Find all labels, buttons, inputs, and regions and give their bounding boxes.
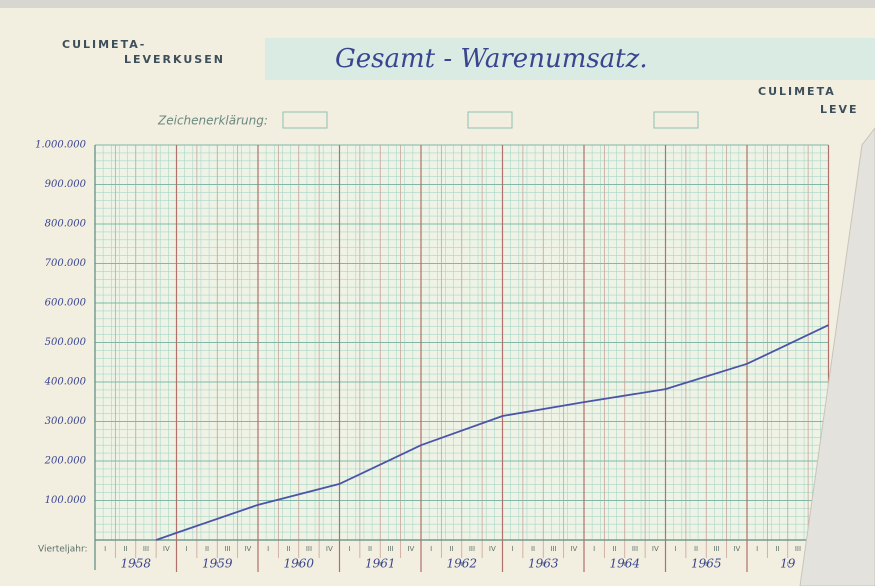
plot: 100.000 200.000 300.000 400.000 500.000 600.0… <box>35 140 828 573</box>
quarter-label: III <box>713 545 719 553</box>
quarter-label: I <box>593 545 595 553</box>
y-tick-label: 600.000 <box>45 298 87 309</box>
quarter-label: II <box>775 545 779 553</box>
quarter-label: I <box>349 545 351 553</box>
x-tick-label: 1961 <box>365 557 396 571</box>
chart-title: Gesamt - Warenumsatz. <box>335 44 648 74</box>
quarter-label: IV <box>163 545 170 553</box>
quarter-label: IV <box>733 545 740 553</box>
quarter-label: III <box>550 545 556 553</box>
y-tick-label: 500.000 <box>45 337 87 348</box>
quarter-label: II <box>123 545 127 553</box>
y-tick-label: 400.000 <box>44 377 87 388</box>
quarter-label: IV <box>244 545 251 553</box>
quarter-label: IV <box>489 545 496 553</box>
x-tick-label: 1965 <box>691 557 722 571</box>
page: CULIMETA- LEVERKUSEN Gesamt - Warenumsat… <box>0 0 875 586</box>
y-tick-label: 900.000 <box>45 179 87 190</box>
x-tick-label: 1963 <box>528 557 559 571</box>
chart: CULIMETA- LEVERKUSEN Gesamt - Warenumsat… <box>0 0 875 586</box>
quarter-label: IV <box>570 545 577 553</box>
quarter-label: III <box>143 545 149 553</box>
quarter-label: II <box>286 545 290 553</box>
company: CULIMETA- <box>62 38 146 51</box>
y-tick-label: 700.000 <box>45 258 87 269</box>
quarter-label: III <box>306 545 312 553</box>
x-tick-label: 1960 <box>283 557 314 571</box>
quarter-label: IV <box>407 545 414 553</box>
y-tick-label: 800.000 <box>45 219 87 230</box>
quarter-label: IV <box>652 545 659 553</box>
x-tick-label: 1962 <box>446 557 477 571</box>
quarter-label: III <box>795 545 801 553</box>
y-tick-label: 1.000.000 <box>35 140 87 151</box>
city-right: LEVE <box>820 103 859 116</box>
quarter-label: I <box>675 545 677 553</box>
company-right: CULIMETA <box>758 85 836 98</box>
legend-label: Zeichenerklärung: <box>157 114 268 128</box>
x-tick-label: 19 <box>780 557 796 571</box>
quarter-label: III <box>632 545 638 553</box>
quarter-label: IV <box>326 545 333 553</box>
y-tick-label: 200.000 <box>44 456 87 467</box>
quarter-label: I <box>756 545 758 553</box>
quarter-label: III <box>387 545 393 553</box>
quarter-label: I <box>267 545 269 553</box>
x-tick-label: 1958 <box>120 557 151 571</box>
x-tick-label: 1964 <box>609 557 640 571</box>
y-tick-label: 300.000 <box>45 416 87 427</box>
quarter-label: II <box>531 545 535 553</box>
quarter-label: II <box>449 545 453 553</box>
x-tick-label: 1959 <box>202 557 233 571</box>
quarter-label: I <box>430 545 432 553</box>
quarter-label: II <box>368 545 372 553</box>
quarter-label: III <box>224 545 230 553</box>
quarter-axis-label: Vierteljahr: <box>38 545 88 555</box>
quarter-label: II <box>205 545 209 553</box>
quarter-label: II <box>694 545 698 553</box>
quarter-label: I <box>186 545 188 553</box>
city: LEVERKUSEN <box>124 53 225 66</box>
y-tick-label: 100.000 <box>45 495 87 506</box>
quarter-label: I <box>512 545 514 553</box>
quarter-label: I <box>104 545 106 553</box>
quarter-label: II <box>612 545 616 553</box>
quarter-label: III <box>469 545 475 553</box>
